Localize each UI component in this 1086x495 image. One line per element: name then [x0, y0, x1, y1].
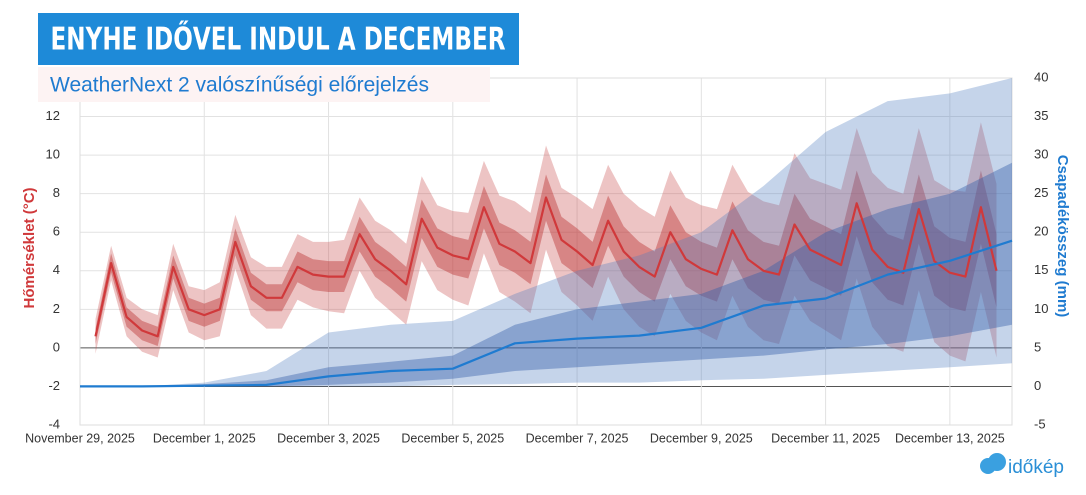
brand-name: időkép	[1008, 457, 1064, 478]
x-tick-label: December 5, 2025	[401, 431, 504, 445]
brand-logo: időkép	[980, 453, 1064, 478]
y-tick-label: 0	[53, 339, 60, 354]
y2-tick-label: 10	[1034, 301, 1048, 316]
y2-tick-label: 30	[1034, 147, 1048, 162]
y-tick-label: -4	[48, 416, 60, 431]
y2-tick-label: 25	[1034, 185, 1048, 200]
y2-tick-label: 40	[1034, 69, 1048, 84]
x-tick-label: December 9, 2025	[650, 431, 753, 445]
x-tick-label: December 1, 2025	[153, 431, 256, 445]
x-tick-label: December 11, 2025	[771, 431, 880, 445]
y2-tick-label: 35	[1034, 108, 1048, 123]
y-tick-label: 6	[53, 224, 60, 239]
plot-area: -4 -2 0 2 4 6 8 10 12 -5 0 5 10 15 20 25 30 35 40 November …	[25, 69, 1048, 445]
chart-title: ENYHE IDŐVEL INDUL A DECEMBER	[51, 21, 506, 58]
y-tick-label: 8	[53, 185, 60, 200]
y2-tick-label: -5	[1034, 416, 1046, 431]
uncertainty-band	[95, 170, 997, 346]
x-tick-label: December 7, 2025	[526, 431, 629, 445]
subtitle-box	[38, 67, 490, 102]
y-tick-label: 10	[46, 147, 60, 162]
y2-axis-label: Csapadékösszeg (mm)	[1054, 155, 1071, 318]
y2-tick-label: 5	[1034, 339, 1041, 354]
uncertainty-band	[80, 78, 1012, 387]
temperature-line	[94, 196, 998, 338]
x-tick-label: December 13, 2025	[895, 431, 1005, 445]
x-tick-label: November 29, 2025	[25, 431, 135, 445]
y-axis-label: Hőmérséklet (°C)	[21, 187, 38, 308]
y2-tick-label: 15	[1034, 262, 1048, 277]
plot-border	[79, 77, 1013, 426]
logo-cloud	[988, 453, 1006, 471]
y-tick-label: 12	[46, 108, 60, 123]
title-box	[38, 13, 519, 65]
uncertainty-band	[95, 122, 997, 362]
chart-subtitle: WeatherNext 2 valószínűségi előrejelzés	[50, 74, 429, 97]
y2-tick-label: 20	[1034, 224, 1048, 239]
y2-tick-label: 0	[1034, 378, 1041, 393]
precipitation-line	[80, 239, 1013, 388]
y-tick-label: 2	[53, 301, 60, 316]
uncertainty-band	[80, 162, 1012, 387]
y-tick-label: 4	[53, 262, 60, 277]
y-tick-label: -2	[48, 378, 60, 393]
x-tick-label: December 3, 2025	[277, 431, 380, 445]
